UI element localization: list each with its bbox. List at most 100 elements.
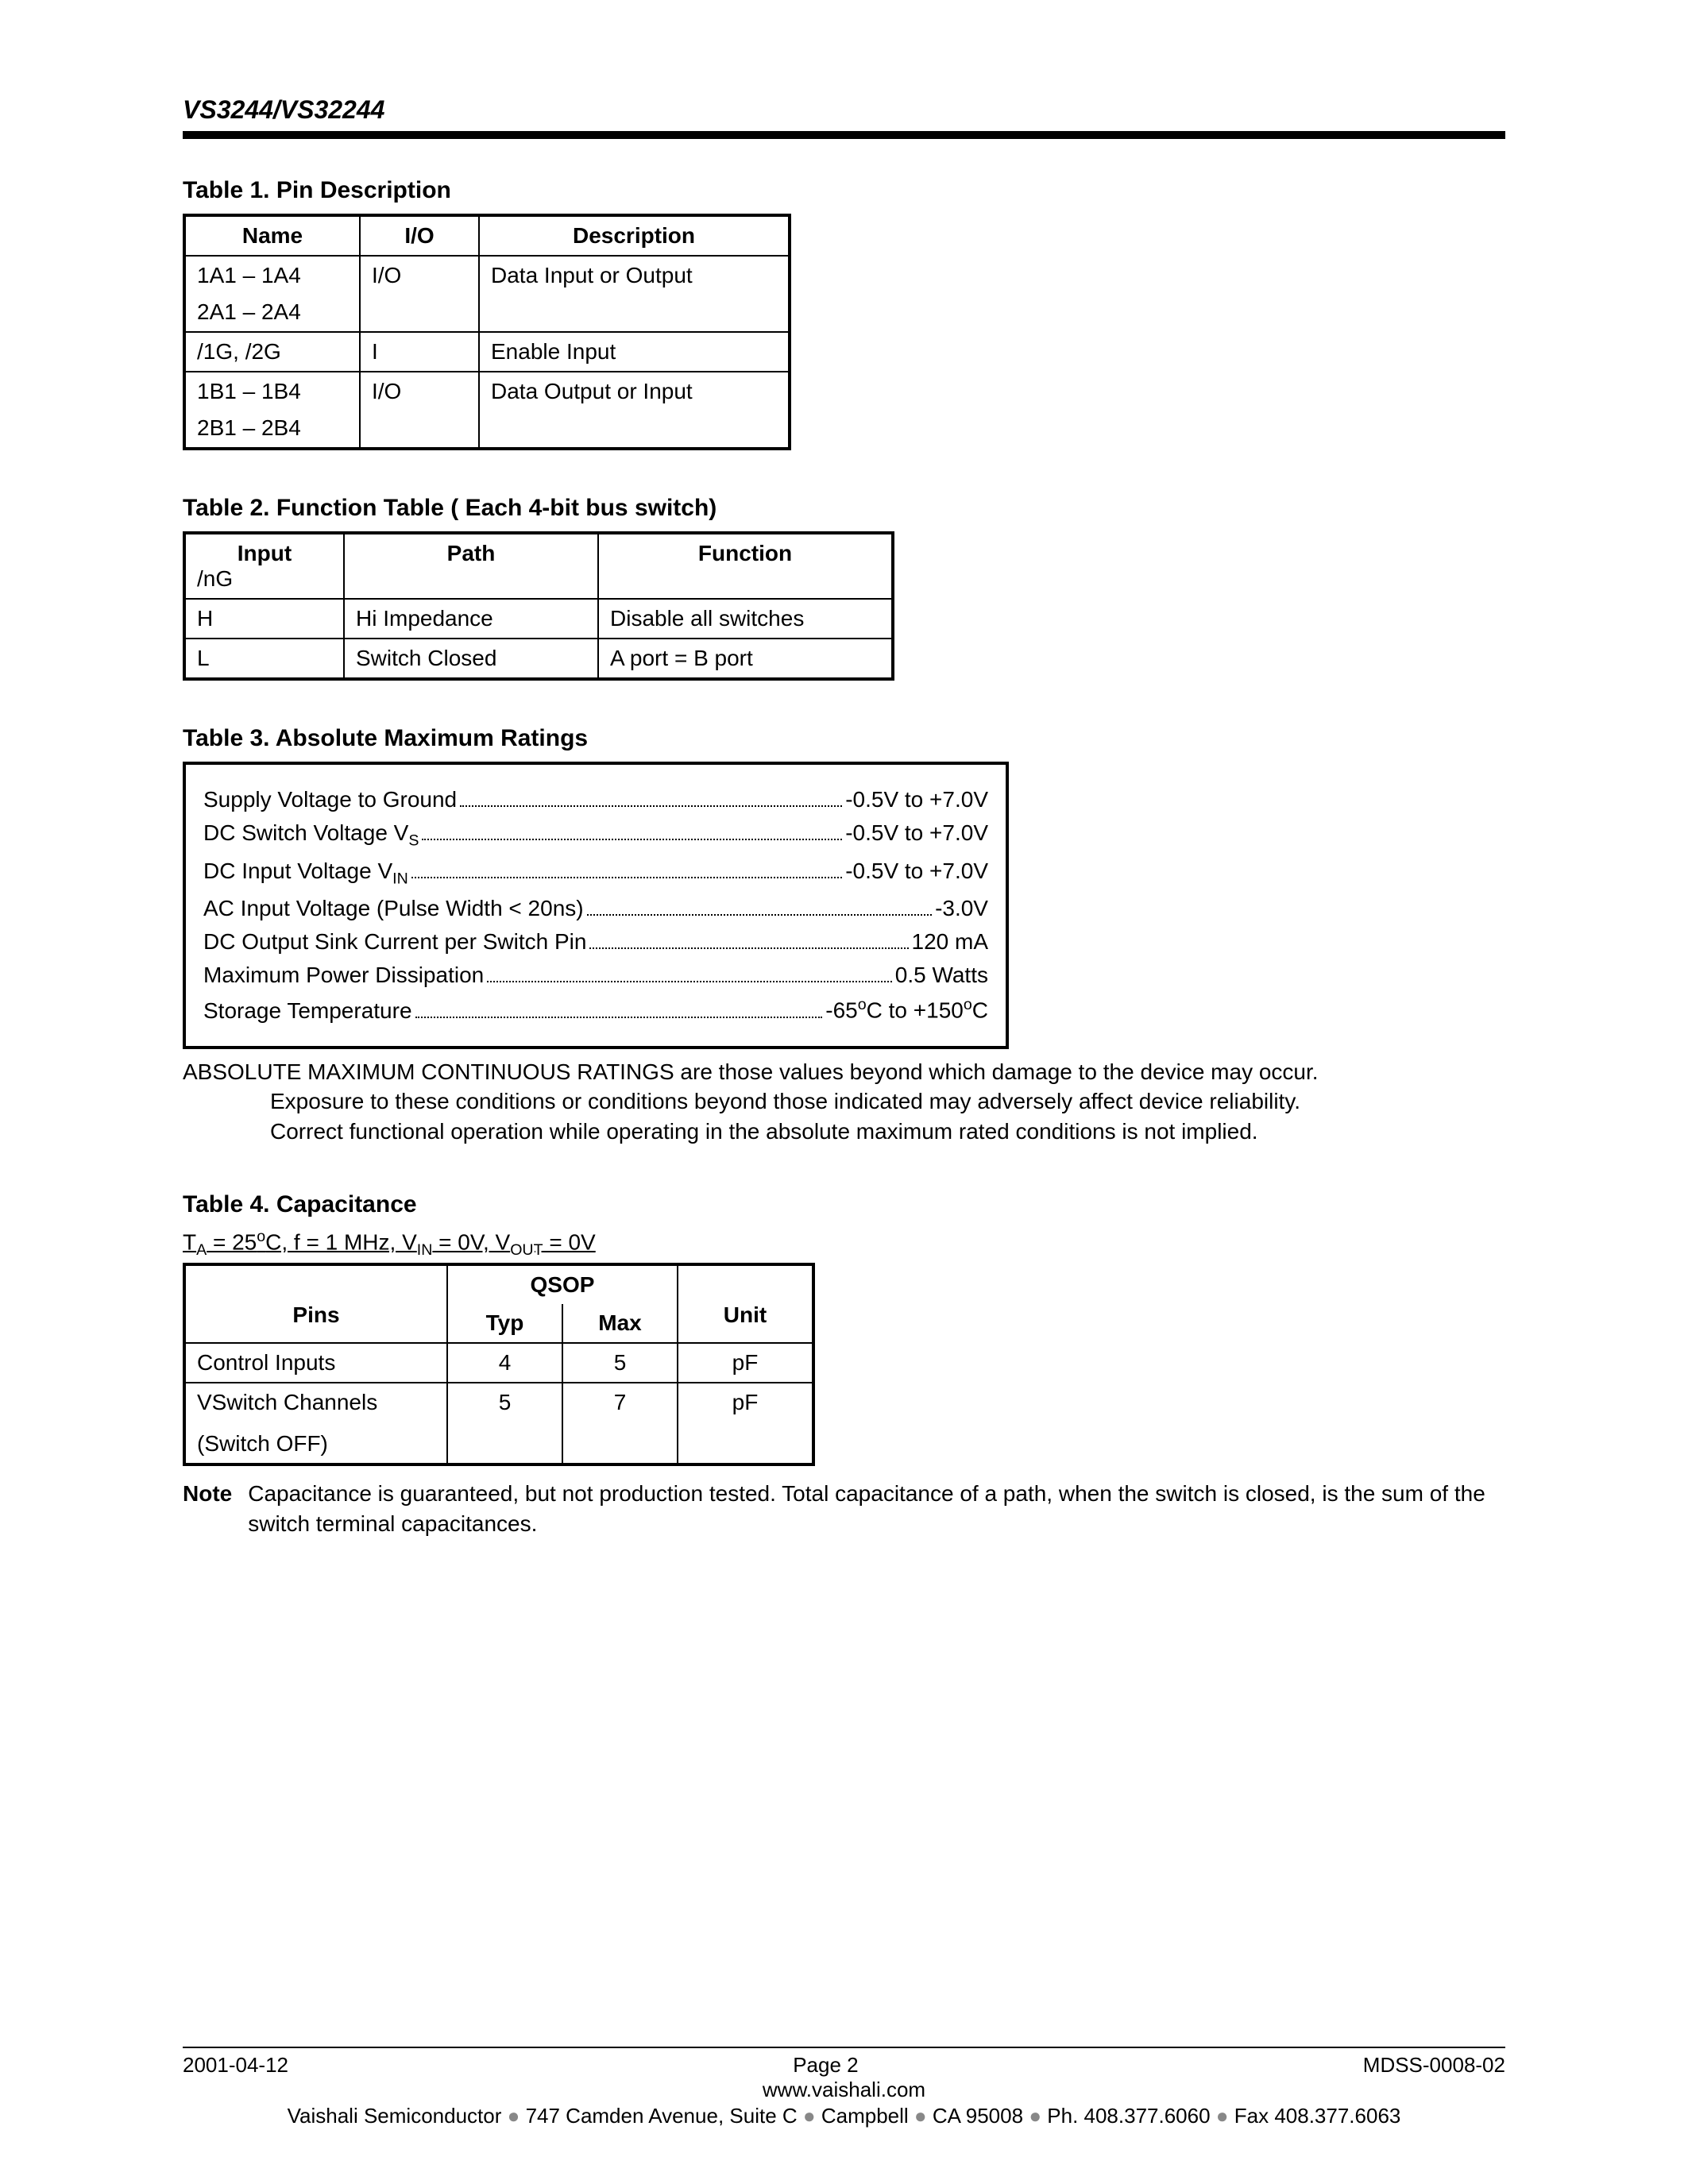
table1-header: I/O — [360, 215, 479, 256]
table1-header: Name — [184, 215, 360, 256]
table1-desc-cell: Data Input or Output — [479, 256, 790, 332]
table4-pins-cell: VSwitch Channels(Switch OFF) — [184, 1383, 447, 1464]
table1-header: Description — [479, 215, 790, 256]
table2-path-cell: Switch Closed — [344, 639, 598, 679]
ratings-dots — [587, 897, 932, 916]
table1: NameI/ODescription1A1 – 1A42A1 – 2A4I/OD… — [183, 214, 791, 450]
ratings-value: -0.5V to +7.0V — [845, 787, 988, 812]
table1-caption: Table 1. Pin Description — [183, 177, 1505, 204]
table2-path-cell: Hi Impedance — [344, 599, 598, 639]
table1-io-cell: I/O — [360, 256, 479, 332]
table2-func-cell: A port = B port — [598, 639, 893, 679]
table4-note-prefix: Note — [183, 1481, 232, 1506]
table4: Pins QSOP Unit Typ Max Control Inputs 4 … — [183, 1263, 815, 1466]
table4-header-max: Max — [562, 1304, 678, 1343]
ratings-label: AC Input Voltage (Pulse Width < 20ns) — [203, 896, 584, 921]
table2-input-cell: H — [184, 599, 344, 639]
table-row: 1A1 – 1A42A1 – 2A4I/OData Input or Outpu… — [184, 256, 790, 332]
table-row: HHi ImpedanceDisable all switches — [184, 599, 893, 639]
table4-header-typ: Typ — [447, 1304, 562, 1343]
ratings-value: -0.5V to +7.0V — [845, 859, 988, 884]
table3-note: ABSOLUTE MAXIMUM CONTINUOUS RATINGS are … — [183, 1057, 1505, 1147]
page: VS3244/VS32244 Table 1. Pin Description … — [0, 0, 1688, 2184]
section-table2: Table 2. Function Table ( Each 4-bit bus… — [183, 495, 1505, 681]
table4-conditions: TA = 25oC, f = 1 MHz, VIN = 0V, VOUT = 0… — [183, 1228, 596, 1260]
footer-addr-part: Ph. 408.377.6060 — [1047, 2104, 1210, 2128]
ratings-dots — [589, 930, 908, 949]
ratings-label: Storage Temperature — [203, 998, 412, 1024]
section-table4: Table 4. Capacitance TA = 25oC, f = 1 MH… — [183, 1191, 1505, 1539]
footer-addr-part: Campbell — [821, 2104, 909, 2128]
ratings-row: DC Input Voltage VIN -0.5V to +7.0V — [203, 859, 988, 889]
table2-header: Input/nG — [184, 533, 344, 599]
ratings-dots — [460, 788, 842, 807]
footer-rule — [183, 2047, 1505, 2048]
table4-unit-cell: pF — [678, 1343, 813, 1383]
header-rule — [183, 131, 1505, 139]
table4-header-pins: Pins — [184, 1264, 447, 1343]
footer-addr-part: Fax 408.377.6063 — [1234, 2104, 1401, 2128]
table-row: /1G, /2GIEnable Input — [184, 332, 790, 372]
ratings-dots — [415, 998, 823, 1017]
table1-desc-cell: Enable Input — [479, 332, 790, 372]
bullet-icon: ● — [914, 2104, 927, 2128]
footer-addr-part: Vaishali Semiconductor — [288, 2104, 502, 2128]
ratings-value: 0.5 Watts — [895, 963, 988, 988]
table4-max-cell: 5 — [562, 1343, 678, 1383]
footer: 2001-04-12 Page 2 MDSS-0008-02 www.vaish… — [183, 2047, 1505, 2128]
footer-date: 2001-04-12 — [183, 2053, 288, 2078]
table4-unit-cell: pF — [678, 1383, 813, 1464]
table1-io-cell: I — [360, 332, 479, 372]
table1-desc-cell: Data Output or Input — [479, 372, 790, 449]
table1-io-cell: I/O — [360, 372, 479, 449]
section-table1: Table 1. Pin Description NameI/ODescript… — [183, 177, 1505, 450]
table4-header-group: QSOP — [447, 1264, 678, 1304]
ratings-value: 120 mA — [912, 929, 989, 955]
table4-note-text: Capacitance is guaranteed, but not produ… — [248, 1481, 1485, 1536]
table3-note-line1: ABSOLUTE MAXIMUM CONTINUOUS RATINGS are … — [183, 1059, 1319, 1084]
ratings-dots — [411, 859, 842, 878]
ratings-label: DC Output Sink Current per Switch Pin — [203, 929, 586, 955]
table2-caption: Table 2. Function Table ( Each 4-bit bus… — [183, 495, 1505, 522]
ratings-label: Maximum Power Dissipation — [203, 963, 484, 988]
table-row: Control Inputs 4 5 pF — [184, 1343, 813, 1383]
ratings-row: DC Output Sink Current per Switch Pin 12… — [203, 929, 988, 955]
ratings-label: DC Switch Voltage VS — [203, 820, 419, 851]
table3-note-line2: Exposure to these conditions or conditio… — [270, 1089, 1300, 1113]
table1-name-cell: 1B1 – 1B42B1 – 2B4 — [184, 372, 360, 449]
ratings-row: Storage Temperature -65oC to +150oC — [203, 996, 988, 1023]
table4-note: Note Capacitance is guaranteed, but not p… — [183, 1479, 1505, 1539]
table4-max-cell: 7 — [562, 1383, 678, 1464]
table4-typ-cell: 4 — [447, 1343, 562, 1383]
ratings-value: -3.0V — [935, 896, 988, 921]
table2: Input/nGPathFunctionHHi ImpedanceDisable… — [183, 531, 894, 681]
table4-caption: Table 4. Capacitance — [183, 1191, 1505, 1218]
bullet-icon: ● — [1216, 2104, 1229, 2128]
ratings-dots — [422, 821, 842, 840]
ratings-row: Supply Voltage to Ground -0.5V to +7.0V — [203, 787, 988, 812]
ratings-label: Supply Voltage to Ground — [203, 787, 457, 812]
table4-typ-cell: 5 — [447, 1383, 562, 1464]
table3-caption: Table 3. Absolute Maximum Ratings — [183, 725, 1505, 752]
footer-docnum: MDSS-0008-02 — [1363, 2053, 1505, 2078]
table4-header-unit: Unit — [678, 1264, 813, 1343]
table3-note-line3: Correct functional operation while opera… — [270, 1119, 1258, 1144]
bullet-icon: ● — [508, 2104, 520, 2128]
bullet-icon: ● — [803, 2104, 816, 2128]
footer-addr-part: CA 95008 — [933, 2104, 1023, 2128]
footer-url: www.vaishali.com — [183, 2078, 1505, 2102]
table1-name-cell: 1A1 – 1A42A1 – 2A4 — [184, 256, 360, 332]
footer-addr-part: 747 Camden Avenue, Suite C — [526, 2104, 798, 2128]
table2-header: Function — [598, 533, 893, 599]
table-row: 1B1 – 1B42B1 – 2B4I/OData Output or Inpu… — [184, 372, 790, 449]
ratings-label: DC Input Voltage VIN — [203, 859, 408, 889]
section-table3: Table 3. Absolute Maximum Ratings Supply… — [183, 725, 1505, 1147]
footer-address: Vaishali Semiconductor ● 747 Camden Aven… — [183, 2104, 1505, 2128]
page-title: VS3244/VS32244 — [183, 95, 1505, 125]
table4-pins-cell: Control Inputs — [184, 1343, 447, 1383]
table2-func-cell: Disable all switches — [598, 599, 893, 639]
ratings-row: Maximum Power Dissipation 0.5 Watts — [203, 963, 988, 988]
footer-page: Page 2 — [793, 2053, 858, 2078]
table3-box: Supply Voltage to Ground -0.5V to +7.0V … — [183, 762, 1009, 1049]
bullet-icon: ● — [1029, 2104, 1041, 2128]
